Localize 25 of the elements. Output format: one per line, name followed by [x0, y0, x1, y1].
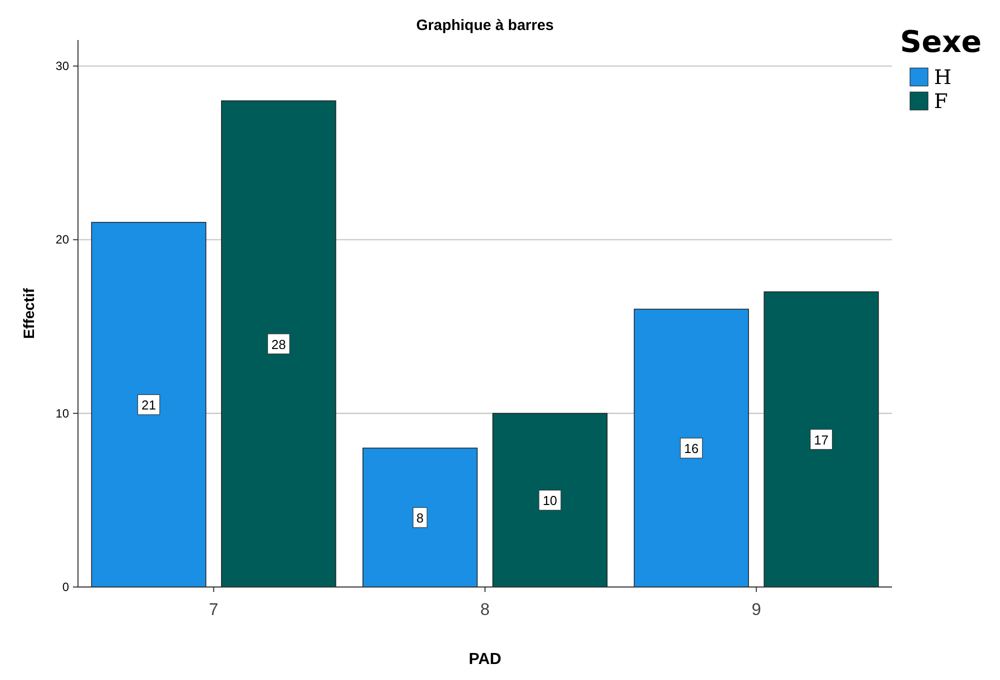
x-tick-label: 7 [208, 600, 218, 619]
chart-title: Graphique à barres [416, 17, 554, 34]
data-label: 16 [684, 441, 699, 456]
bar [221, 100, 336, 588]
bar [634, 308, 749, 588]
x-axis-title: PAD [468, 651, 502, 668]
data-label: 17 [814, 432, 829, 448]
legend-label: F [934, 89, 948, 113]
bar [492, 412, 608, 588]
data-label: 8 [416, 510, 424, 526]
x-tick-label: 9 [752, 600, 762, 619]
bar [764, 291, 879, 588]
y-tick-label: 10 [56, 406, 70, 420]
x-tick-label: 8 [480, 600, 490, 619]
legend-label: H [934, 65, 952, 89]
y-axis-title: Effectif [21, 287, 38, 339]
y-tick-label: 0 [62, 580, 70, 594]
legend-title: Sexe [900, 25, 982, 60]
data-label: 10 [542, 493, 558, 508]
y-tick-label: 30 [56, 59, 70, 74]
bar [91, 222, 206, 588]
bar [362, 448, 478, 588]
y-tick-label: 20 [56, 232, 70, 247]
data-label: 21 [141, 398, 156, 413]
data-label: 28 [271, 336, 286, 352]
